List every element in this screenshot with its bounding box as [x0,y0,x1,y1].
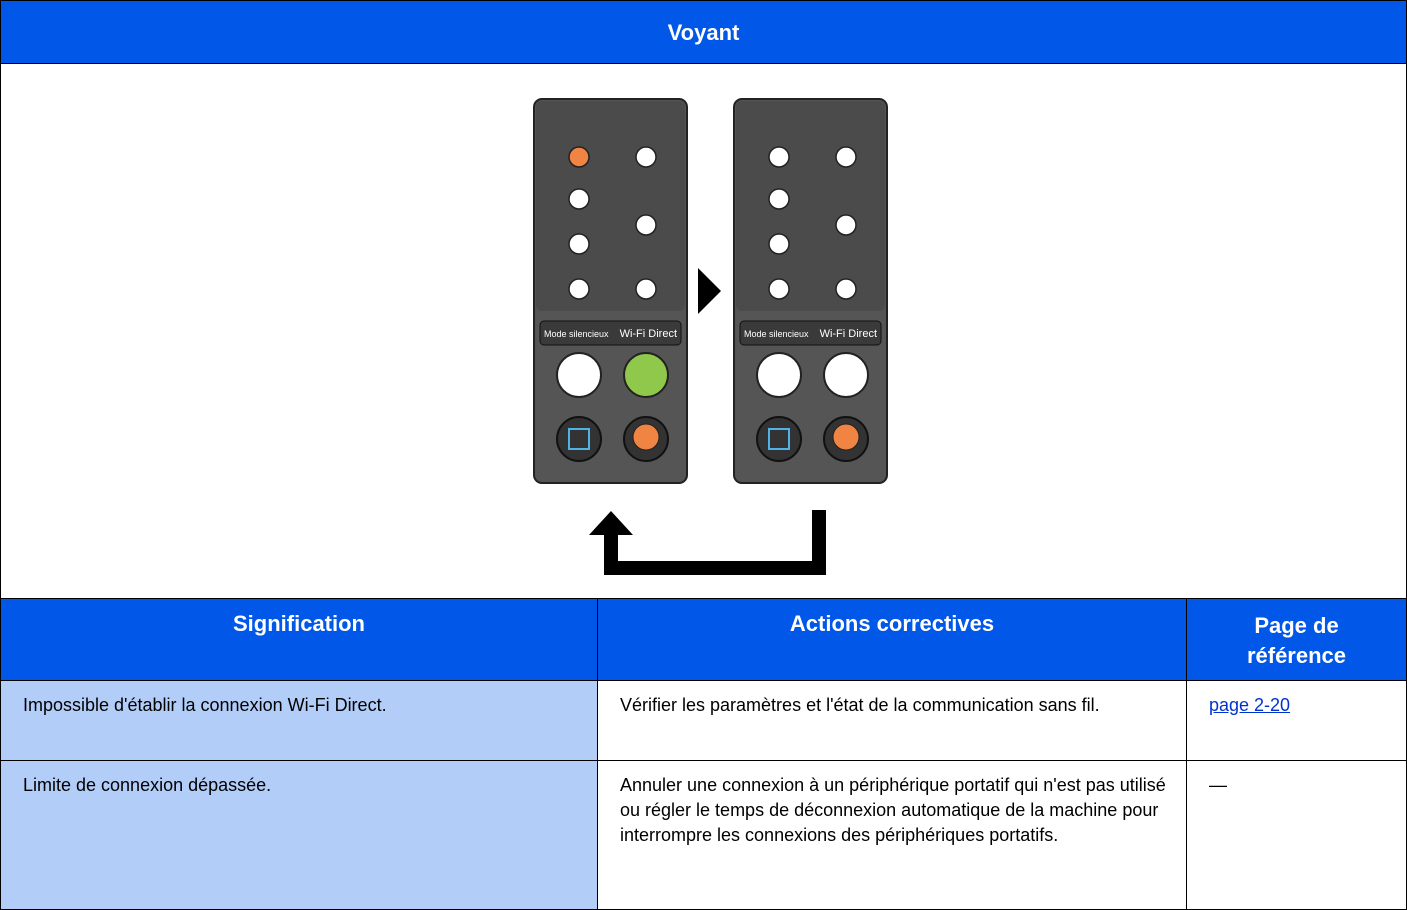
wifi-button [623,352,669,398]
indicator-led [635,278,657,300]
table-cell: Annuler une connexion à un périphérique … [597,760,1187,910]
indicator-led [768,146,790,168]
indicator-led [635,214,657,236]
stop-icon [632,423,660,451]
indicator-led [768,188,790,210]
header-title: Voyant [667,20,740,45]
indicator-led [568,278,590,300]
indicator-led [568,233,590,255]
indicator-led [835,146,857,168]
indicator-led [835,214,857,236]
panel-label: Wi-Fi Direct [620,328,677,340]
go-icon [568,428,590,450]
indicator-led [568,188,590,210]
table-cell: page 2-20 [1186,680,1407,761]
panel-label: Wi-Fi Direct [820,328,877,340]
panel-upper [736,101,885,311]
table-cell: Limite de connexion dépassée. [0,760,598,910]
column-header: Signification [0,598,598,681]
indicator-led [768,233,790,255]
panel-label: Mode silencieux [544,329,609,339]
label-strip [539,320,682,346]
control-panel: Mode silencieux Wi-Fi Direct [733,98,888,484]
table-cell: Impossible d'établir la connexion Wi-Fi … [0,680,598,761]
go-button [556,416,602,462]
indicator-led [568,146,590,168]
table-cell: — [1186,760,1407,910]
wifi-button [823,352,869,398]
section-header: Voyant [0,0,1407,64]
go-icon [768,428,790,450]
indicator-illustration: Mode silencieux Wi-Fi Direct Mode silencie… [533,98,888,575]
column-header: Page de référence [1186,598,1407,681]
indicator-led [635,146,657,168]
table-cell: Vérifier les paramètres et l'état de la … [597,680,1187,761]
column-header: Actions correctives [597,598,1187,681]
panel-upper [536,101,685,311]
control-panel: Mode silencieux Wi-Fi Direct [533,98,688,484]
loop-arrow-head [589,511,633,535]
indicator-led [768,278,790,300]
silent-button [756,352,802,398]
silent-button [556,352,602,398]
loop-arrow [604,510,826,575]
indicator-led [835,278,857,300]
stop-icon [832,423,860,451]
panel-label: Mode silencieux [744,329,809,339]
label-strip [739,320,882,346]
illustration-area: Mode silencieux Wi-Fi Direct Mode silencie… [0,63,1407,599]
go-button [756,416,802,462]
next-arrow [698,268,721,314]
page-link[interactable]: page 2-20 [1209,695,1291,715]
